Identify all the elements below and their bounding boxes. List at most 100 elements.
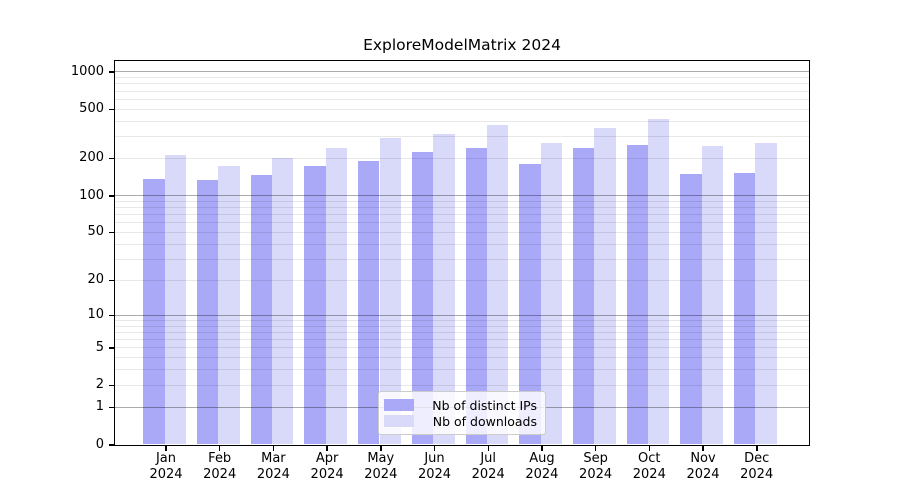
y-tick-mark-20 xyxy=(109,279,114,282)
gridline-3 xyxy=(115,369,809,371)
y-tick-label-20: 20 xyxy=(87,272,104,288)
x-tick-label-jan: Jan 2024 xyxy=(149,451,183,482)
legend-swatch-distinct-ips xyxy=(384,399,414,411)
bar-jul-distinct-ips xyxy=(465,147,487,444)
gridline-7 xyxy=(115,331,809,333)
legend: Nb of distinct IPs Nb of downloads xyxy=(378,391,546,435)
x-tick-mark-nov xyxy=(702,446,704,451)
x-tick-label-aug: Aug 2024 xyxy=(525,451,559,482)
gridline-600 xyxy=(115,98,809,100)
y-tick-label-2: 2 xyxy=(95,377,104,393)
bar-nov-downloads xyxy=(701,145,724,444)
gridline-10 xyxy=(115,314,809,316)
bar-nov-distinct-ips xyxy=(680,174,702,444)
bar-may-distinct-ips xyxy=(358,160,380,444)
x-tick-label-nov: Nov 2024 xyxy=(686,451,720,482)
x-tick-label-feb: Feb 2024 xyxy=(203,451,237,482)
bar-mar-distinct-ips xyxy=(250,175,273,444)
x-tick-label-jun: Jun 2024 xyxy=(417,451,452,482)
x-tick-mark-dec xyxy=(756,446,758,451)
bar-aug-distinct-ips xyxy=(519,164,541,444)
y-tick-label-1: 1 xyxy=(95,399,104,415)
y-tick-label-100: 100 xyxy=(79,187,104,203)
gridline-900 xyxy=(115,77,809,78)
chart-title: ExploreModelMatrix 2024 xyxy=(363,36,561,54)
bar-may-downloads xyxy=(379,137,401,444)
x-tick-label-may: May 2024 xyxy=(364,451,398,482)
x-tick-mark-jun xyxy=(433,446,436,451)
y-tick-label-5: 5 xyxy=(95,339,104,355)
gridline-20 xyxy=(115,279,809,281)
gridline-300 xyxy=(115,136,809,138)
bar-sep-distinct-ips xyxy=(572,147,595,444)
gridline-6 xyxy=(115,339,809,340)
bar-apr-distinct-ips xyxy=(304,166,326,444)
y-tick-mark-1000 xyxy=(109,71,114,73)
bar-mar-downloads xyxy=(272,157,294,444)
y-tick-mark-10 xyxy=(109,314,114,317)
legend-item-distinct-ips: Nb of distinct IPs xyxy=(384,397,537,413)
bar-dec-downloads xyxy=(755,143,777,444)
bar-jun-distinct-ips xyxy=(411,151,434,444)
plot-inner: Nb of distinct IPs Nb of downloads xyxy=(115,61,809,445)
gridline-9 xyxy=(115,319,809,321)
bar-jun-downloads xyxy=(433,134,455,444)
legend-label-distinct-ips: Nb of distinct IPs xyxy=(432,397,537,413)
gridline-8 xyxy=(115,325,809,327)
x-tick-mark-mar xyxy=(272,446,275,451)
y-tick-mark-2 xyxy=(109,384,114,387)
gridline-70 xyxy=(115,214,809,215)
bar-apr-downloads xyxy=(325,148,348,444)
gridline-100 xyxy=(115,195,809,196)
x-tick-label-apr: Apr 2024 xyxy=(310,451,344,482)
gridline-90 xyxy=(115,200,809,202)
bar-feb-downloads xyxy=(218,166,240,444)
x-tick-mark-may xyxy=(380,446,382,451)
bar-dec-distinct-ips xyxy=(734,173,756,444)
legend-label-downloads: Nb of downloads xyxy=(432,413,537,429)
x-tick-mark-sep xyxy=(594,446,597,451)
x-tick-label-dec: Dec 2024 xyxy=(740,451,774,482)
y-tick-label-200: 200 xyxy=(79,150,104,166)
x-tick-mark-feb xyxy=(218,446,221,451)
gridline-700 xyxy=(115,90,809,92)
bar-jul-downloads xyxy=(486,125,509,444)
bar-aug-downloads xyxy=(540,142,562,444)
bar-sep-downloads xyxy=(594,128,616,444)
y-tick-mark-500 xyxy=(109,108,114,111)
gridline-1000 xyxy=(115,71,809,73)
y-tick-mark-50 xyxy=(109,231,114,234)
x-tick-label-mar: Mar 2024 xyxy=(256,451,290,482)
y-tick-label-50: 50 xyxy=(87,224,104,240)
y-tick-mark-100 xyxy=(109,195,114,197)
gridline-60 xyxy=(115,222,809,224)
gridline-40 xyxy=(115,243,809,245)
y-tick-label-0: 0 xyxy=(95,436,104,452)
legend-swatch-downloads xyxy=(384,415,414,427)
x-tick-mark-aug xyxy=(541,446,543,451)
plot-area: Nb of distinct IPs Nb of downloads xyxy=(114,60,810,446)
gridline-400 xyxy=(115,120,809,122)
legend-item-downloads: Nb of downloads xyxy=(384,413,537,429)
gridline-800 xyxy=(115,83,809,85)
y-tick-mark-0 xyxy=(109,444,114,446)
gridline-2 xyxy=(115,384,809,386)
x-tick-label-jul: Jul 2024 xyxy=(471,451,505,482)
gridline-50 xyxy=(115,231,809,233)
bar-oct-distinct-ips xyxy=(626,144,648,444)
x-tick-label-oct: Oct 2024 xyxy=(632,451,666,482)
y-tick-mark-5 xyxy=(109,347,114,349)
y-tick-label-10: 10 xyxy=(87,307,104,323)
y-tick-label-500: 500 xyxy=(79,101,104,117)
gridline-80 xyxy=(115,206,809,208)
x-tick-mark-apr xyxy=(326,446,328,451)
bar-jan-distinct-ips xyxy=(143,178,165,444)
x-tick-mark-oct xyxy=(648,446,650,451)
gridline-200 xyxy=(115,157,809,159)
x-tick-mark-jul xyxy=(487,446,489,451)
y-tick-mark-200 xyxy=(109,157,114,160)
gridline-30 xyxy=(115,258,809,260)
gridline-4 xyxy=(115,357,809,359)
bar-jan-downloads xyxy=(164,155,187,444)
